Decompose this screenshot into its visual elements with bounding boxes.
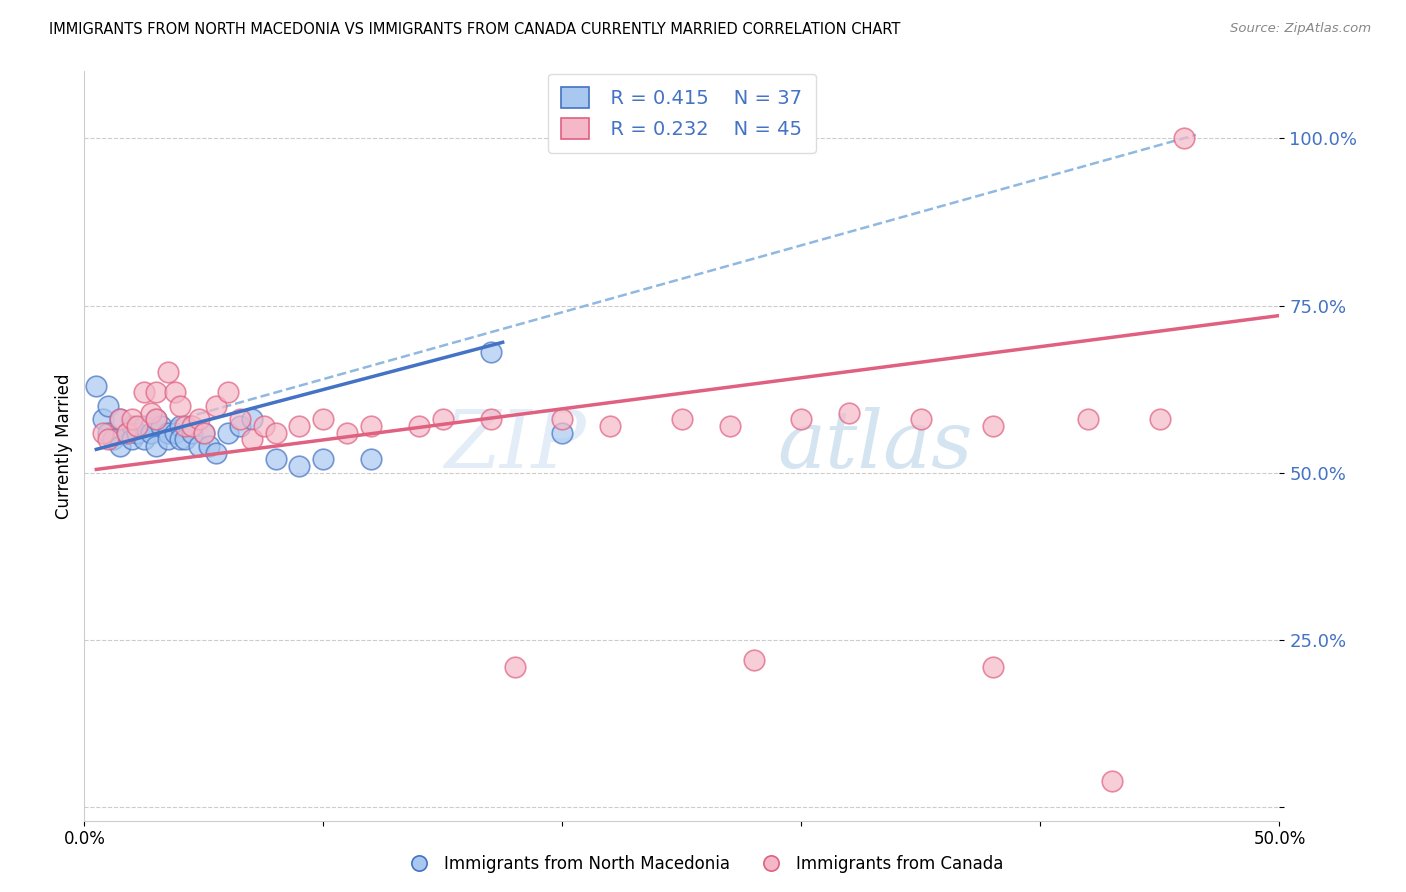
Point xyxy=(97,425,120,440)
Legend:   R = 0.415    N = 37,   R = 0.232    N = 45: R = 0.415 N = 37, R = 0.232 N = 45 xyxy=(548,73,815,153)
Point xyxy=(149,419,172,434)
Point xyxy=(169,433,191,447)
Point xyxy=(551,425,574,440)
Point xyxy=(671,412,693,426)
Point xyxy=(264,425,287,440)
Point xyxy=(157,433,180,447)
Text: IMMIGRANTS FROM NORTH MACEDONIA VS IMMIGRANTS FROM CANADA CURRENTLY MARRIED CORR: IMMIGRANTS FROM NORTH MACEDONIA VS IMMIG… xyxy=(49,22,901,37)
Point xyxy=(336,425,359,440)
Point xyxy=(93,412,115,426)
Point xyxy=(157,425,180,440)
Point xyxy=(408,419,430,434)
Point xyxy=(117,425,139,440)
Point xyxy=(551,412,574,426)
Point xyxy=(360,452,382,467)
Text: atlas: atlas xyxy=(778,408,973,484)
Point xyxy=(1173,131,1195,145)
Point xyxy=(173,433,195,447)
Point xyxy=(1149,412,1171,426)
Point xyxy=(599,419,621,434)
Point xyxy=(110,412,132,426)
Point xyxy=(145,412,167,426)
Point xyxy=(110,439,132,453)
Point xyxy=(742,653,765,667)
Point xyxy=(229,419,252,434)
Point xyxy=(132,385,156,400)
Point xyxy=(229,412,252,426)
Point xyxy=(121,433,143,447)
Point xyxy=(141,425,163,440)
Point xyxy=(117,425,139,440)
Point xyxy=(264,452,287,467)
Y-axis label: Currently Married: Currently Married xyxy=(55,373,73,519)
Point xyxy=(157,366,180,380)
Point xyxy=(205,399,228,413)
Point xyxy=(121,412,143,426)
Point xyxy=(188,439,211,453)
Point xyxy=(97,399,120,413)
Point xyxy=(101,433,124,447)
Point xyxy=(145,385,167,400)
Point xyxy=(288,459,311,474)
Point xyxy=(93,425,115,440)
Point xyxy=(125,419,148,434)
Text: ZIP: ZIP xyxy=(444,408,586,484)
Point xyxy=(193,425,215,440)
Point xyxy=(188,412,211,426)
Point xyxy=(169,399,191,413)
Point xyxy=(253,419,276,434)
Point xyxy=(125,425,148,440)
Point xyxy=(1101,773,1123,788)
Point xyxy=(193,425,215,440)
Point xyxy=(312,452,335,467)
Point xyxy=(141,406,163,420)
Point xyxy=(981,419,1004,434)
Point xyxy=(981,660,1004,674)
Point xyxy=(86,379,108,393)
Point xyxy=(217,385,239,400)
Point xyxy=(790,412,813,426)
Point xyxy=(121,419,143,434)
Point xyxy=(173,419,195,434)
Point xyxy=(132,419,156,434)
Point xyxy=(217,425,239,440)
Point xyxy=(432,412,454,426)
Point xyxy=(240,433,263,447)
Point xyxy=(197,439,219,453)
Legend: Immigrants from North Macedonia, Immigrants from Canada: Immigrants from North Macedonia, Immigra… xyxy=(395,848,1011,880)
Point xyxy=(479,412,502,426)
Point xyxy=(1077,412,1099,426)
Point xyxy=(169,419,191,434)
Point xyxy=(165,385,187,400)
Point xyxy=(181,425,204,440)
Point xyxy=(165,425,187,440)
Point xyxy=(718,419,741,434)
Point xyxy=(312,412,335,426)
Point xyxy=(503,660,526,674)
Point xyxy=(240,412,263,426)
Point xyxy=(132,433,156,447)
Point xyxy=(838,406,860,420)
Point xyxy=(360,419,382,434)
Point xyxy=(205,446,228,460)
Point xyxy=(145,439,167,453)
Point xyxy=(910,412,932,426)
Text: Source: ZipAtlas.com: Source: ZipAtlas.com xyxy=(1230,22,1371,36)
Point xyxy=(181,419,204,434)
Point xyxy=(110,412,132,426)
Point xyxy=(288,419,311,434)
Point xyxy=(479,345,502,359)
Point xyxy=(145,412,167,426)
Point xyxy=(97,433,120,447)
